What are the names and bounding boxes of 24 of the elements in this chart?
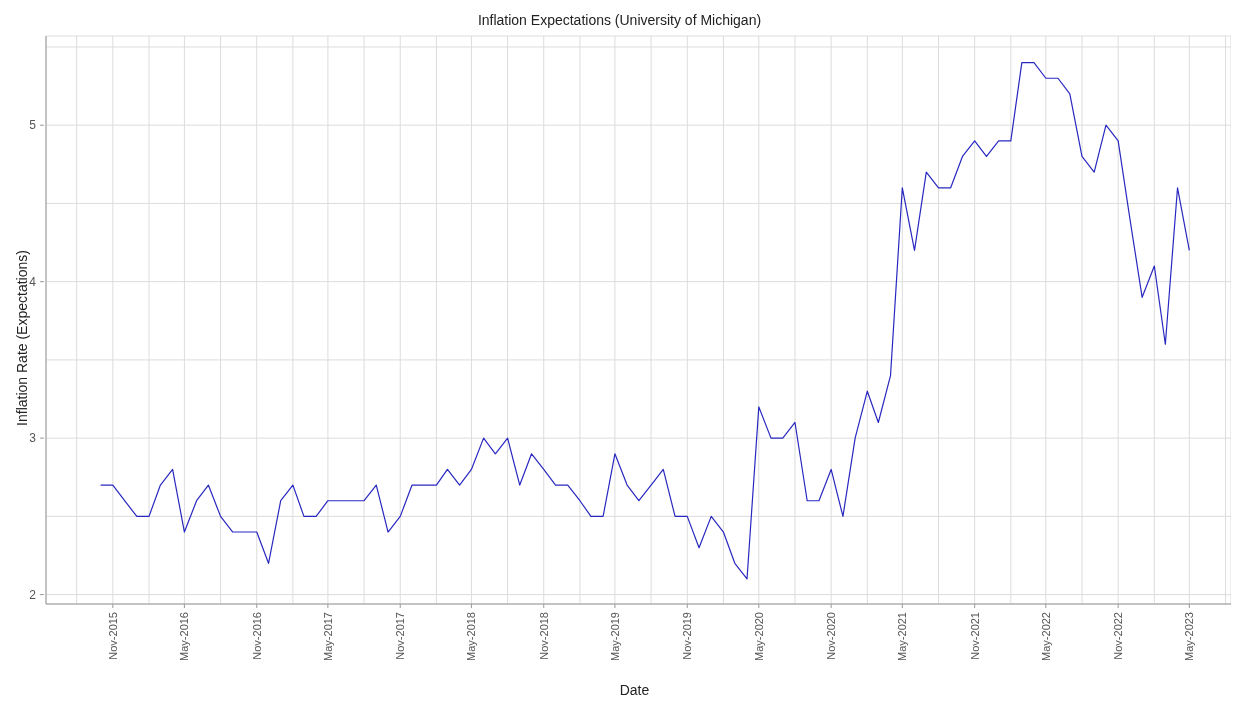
x-tick-label: Nov-2021 (968, 612, 981, 660)
x-tick-label: Nov-2016 (250, 612, 263, 660)
x-axis-title: Date (618, 682, 651, 698)
x-tick-label: Nov-2020 (825, 612, 838, 660)
x-tick-label: May-2018 (465, 612, 478, 661)
y-axis-title: Inflation Rate (Expectations) (14, 250, 30, 426)
x-tick-label: Nov-2018 (537, 612, 550, 660)
line-series (100, 62, 1190, 580)
x-tick-label: May-2019 (608, 612, 621, 661)
y-tick-label: 5 (29, 118, 37, 133)
x-tick-label: Nov-2022 (1112, 612, 1125, 660)
x-tick-label: May-2021 (896, 612, 909, 661)
chart-title: Inflation Expectations (University of Michigan) (476, 12, 763, 28)
x-tick-label: May-2020 (752, 612, 765, 661)
x-tick-label: Nov-2015 (106, 612, 119, 660)
y-tick-label: 3 (29, 431, 37, 446)
x-tick-label: May-2017 (321, 612, 334, 661)
x-tick-label: May-2016 (178, 612, 191, 661)
x-tick-label: Nov-2017 (394, 612, 407, 660)
y-tick-label: 4 (29, 274, 37, 289)
x-tick-label: May-2023 (1183, 612, 1196, 661)
x-tick-label: May-2022 (1039, 612, 1052, 661)
x-tick-label: Nov-2019 (681, 612, 694, 660)
y-tick-label: 2 (29, 587, 37, 602)
